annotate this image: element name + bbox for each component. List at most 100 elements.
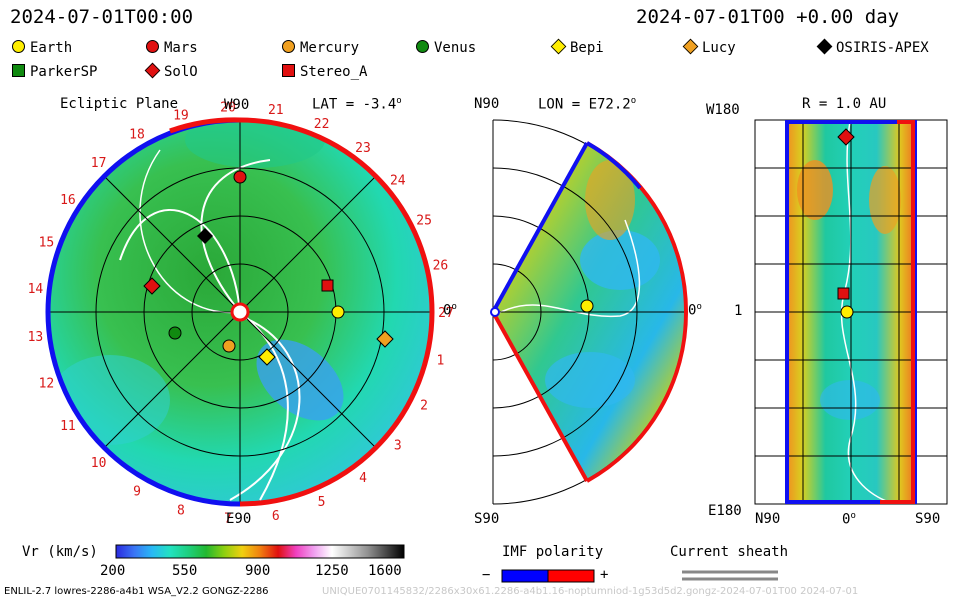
carrington-tick-label: 13 [28, 330, 44, 345]
colorbar-tick-550: 550 [172, 563, 198, 579]
carrington-tick-label: 8 [177, 503, 185, 518]
carrington-tick-label: 21 [268, 103, 284, 118]
bepi-marker [258, 348, 276, 366]
circle-icon [146, 40, 159, 53]
ecliptic-plane-panel [45, 117, 435, 507]
header-time-left: 2024-07-01T00:00 [10, 6, 194, 28]
square-icon [282, 64, 295, 77]
header-time-right: 2024-07-01T00 +0.00 day [636, 6, 900, 28]
legend-item-osiris-apex: OSIRIS-APEX [816, 38, 929, 56]
latlon-x-n90: N90 [755, 511, 781, 527]
carrington-tick-label: 24 [390, 174, 406, 189]
carrington-tick-label: 18 [129, 128, 145, 143]
legend-item-venus: Venus [416, 40, 476, 56]
latlon-top-left-label: W180 [706, 102, 740, 118]
markers [143, 128, 855, 366]
latlon-bottom-left-label: E180 [708, 503, 742, 519]
legend-item-earth: Earth [12, 40, 72, 56]
mars-marker [233, 170, 247, 184]
ecliptic-top-label: W90 [224, 97, 250, 113]
square-icon [12, 64, 25, 77]
ecliptic-title: Ecliptic Plane [60, 96, 179, 112]
legend-label: OSIRIS-APEX [836, 40, 929, 56]
solo-marker [143, 277, 161, 295]
circle-icon [12, 40, 25, 53]
ecliptic-right-label: 0o [443, 302, 457, 319]
ecliptic-bottom-label: E90 [226, 511, 252, 527]
venus-marker [168, 326, 182, 340]
legend-label: Lucy [702, 40, 736, 56]
meridional-top-label: N90 [474, 96, 500, 112]
carrington-tick-label: 16 [60, 193, 76, 208]
legend-label: SolO [164, 64, 198, 80]
latlon-x-s90: S90 [915, 511, 941, 527]
solo-latlon-marker [837, 128, 855, 146]
carrington-tick-label: 11 [60, 419, 76, 434]
colorbar-tick-1600: 1600 [368, 563, 402, 579]
carrington-tick-label: 26 [433, 259, 449, 274]
imf-plus: + [600, 567, 609, 583]
carrington-tick-label: 15 [39, 236, 55, 251]
vr-colorbar [115, 544, 405, 559]
legend-item-lucy: Lucy [682, 38, 736, 56]
carrington-tick-label: 9 [133, 484, 141, 499]
legend-item-mercury: Mercury [282, 40, 359, 56]
legend-label: Earth [30, 40, 73, 56]
carrington-tick-label: 27 [438, 306, 454, 321]
carrington-tick-label: 19 [173, 109, 189, 124]
carrington-tick-label: 23 [355, 141, 371, 156]
carrington-tick-label: 20 [220, 100, 236, 115]
carrington-tick-label: 2 [420, 399, 428, 414]
latlon-x-0: 0o [842, 511, 856, 528]
meridional-right-label: 0o [688, 302, 702, 319]
colorbar-tick-1250: 1250 [315, 563, 349, 579]
legend-item-parkersp: ParkerSP [12, 64, 97, 80]
legend-label: ParkerSP [30, 64, 98, 80]
carrington-tick-label: 25 [416, 214, 432, 229]
osiris-apex-marker [197, 228, 213, 244]
carrington-tick-label: 6 [272, 509, 280, 524]
latlon-mid-label: 1 [734, 303, 743, 319]
imf-minus: − [482, 567, 491, 583]
legend-label: Mars [164, 40, 198, 56]
legend-item-mars: Mars [146, 40, 198, 56]
legend-item-stereo-a: Stereo_A [282, 64, 367, 80]
footer-right: UNIQUE0701145832/2286x30x61.2286-a4b1.16… [322, 586, 859, 597]
circle-icon [416, 40, 429, 53]
circle-icon [282, 40, 295, 53]
imf-positive-swatch [547, 569, 595, 583]
carrington-tick-label: 3 [394, 438, 402, 453]
latlon-r-label: R = 1.0 AU [802, 96, 887, 112]
legend-item-bepi: Bepi [550, 38, 604, 56]
stereo-a-latlon-marker [837, 287, 850, 300]
legend-label: Mercury [300, 40, 360, 56]
colorbar-tick-200: 200 [100, 563, 126, 579]
colorbar-tick-900: 900 [245, 563, 271, 579]
ecliptic-imf-negative-arc [45, 117, 241, 507]
carrington-tick-label: 12 [39, 377, 55, 392]
imf-negative-swatch [501, 569, 549, 583]
ecliptic-lat-label: LAT = -3.4o [312, 96, 402, 113]
legend-item-solo: SolO [144, 62, 198, 80]
legend-label: Stereo_A [300, 64, 368, 80]
carrington-tick-label: 10 [91, 456, 107, 471]
carrington-tick-label: 17 [91, 156, 107, 171]
legend-label: Bepi [570, 40, 604, 56]
earth-marker [331, 305, 345, 319]
meridional-lon-label: LON = E72.2o [538, 96, 637, 113]
carrington-tick-label: 22 [314, 117, 330, 132]
earth-latlon-marker [840, 305, 854, 319]
carrington-tick-label: 7 [224, 512, 232, 527]
carrington-tick-label: 4 [359, 471, 367, 486]
colorbar-label: Vr (km/s) [22, 544, 98, 560]
imf-label: IMF polarity [502, 544, 604, 560]
ecliptic-imf-positive-arc [239, 117, 435, 507]
carrington-tick-label: 5 [318, 495, 326, 510]
meridional-panel [490, 119, 689, 505]
legend-label: Venus [434, 40, 477, 56]
carrington-tick-label: 1 [436, 354, 444, 369]
meridional-bottom-label: S90 [474, 511, 500, 527]
footer-left: ENLIL-2.7 lowres-2286-a4b1 WSA_V2.2 GONG… [4, 586, 269, 597]
